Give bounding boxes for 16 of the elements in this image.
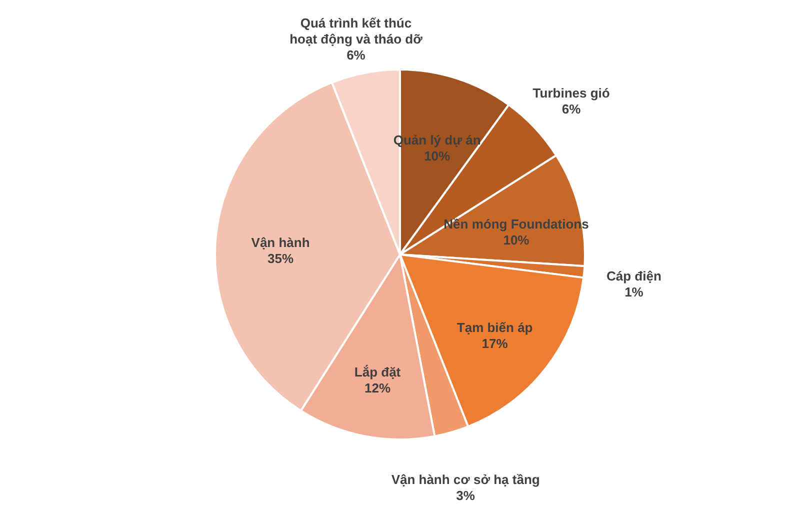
data-label: 6% (562, 102, 582, 117)
slice-label: Tạm biến áp (456, 320, 533, 336)
data-label: 10% (424, 148, 451, 164)
slice-label: Cáp điện (606, 268, 662, 284)
data-label: 1% (624, 284, 644, 300)
slice-label: Lắp đặt (354, 364, 402, 380)
slice-label: Turbines gió (532, 86, 610, 101)
data-label: 12% (364, 380, 391, 396)
data-label: 6% (346, 48, 366, 63)
data-label: 17% (482, 336, 508, 352)
data-label: 3% (456, 488, 476, 504)
slice-label: Vận hành (251, 235, 310, 250)
data-label: 35% (268, 251, 294, 266)
slice-label: Vận hành cơ sở hạ tầng (391, 472, 540, 488)
slice-label: Quá trình kết thúc hoạt động và tháo dỡ (290, 16, 424, 47)
data-label: 10% (503, 232, 530, 248)
